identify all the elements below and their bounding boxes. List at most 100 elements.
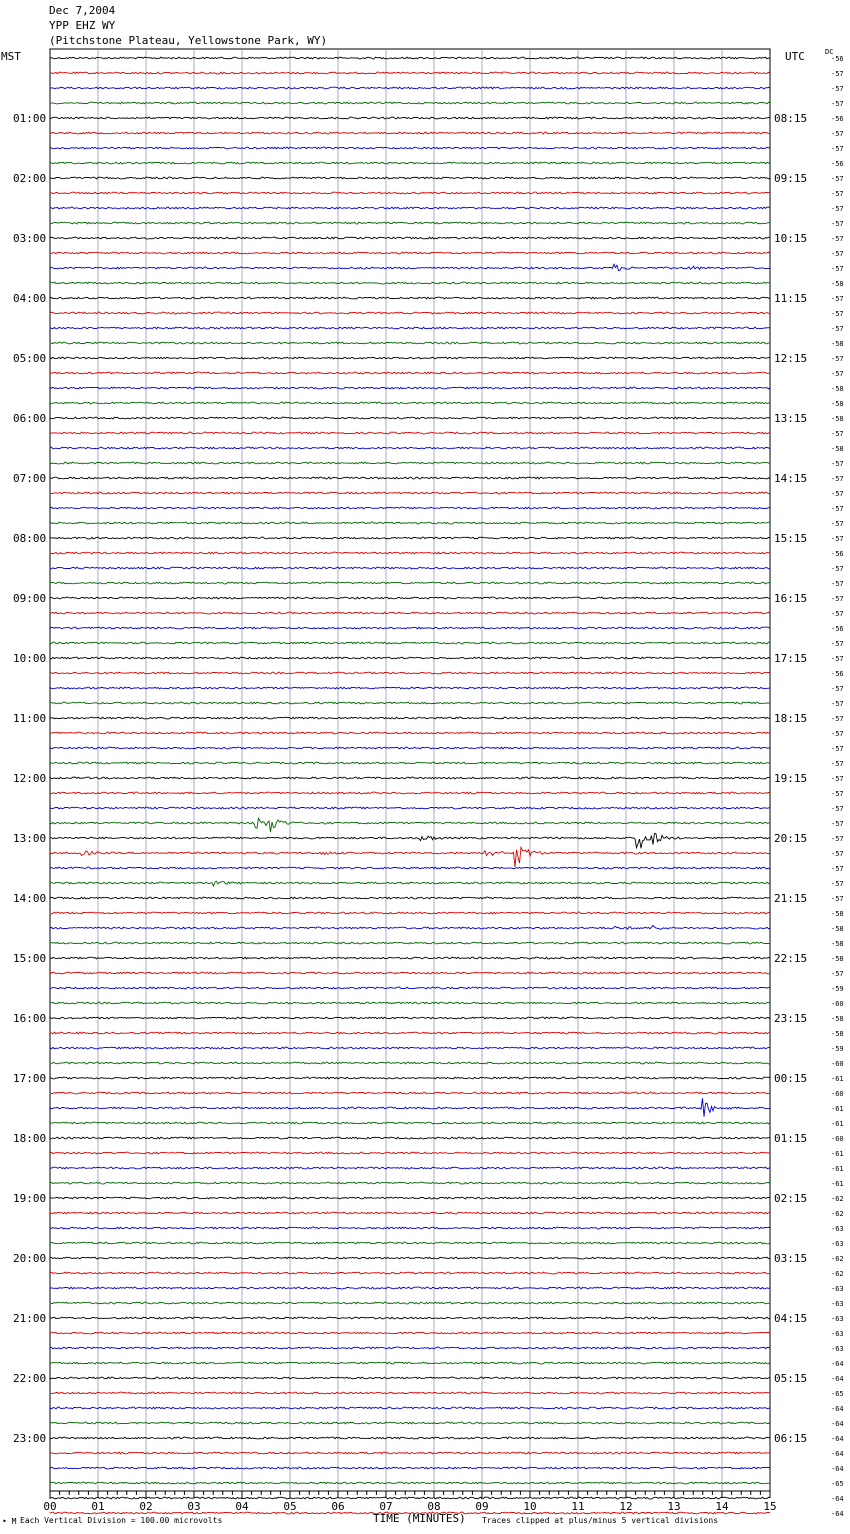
seismic-trace xyxy=(49,206,771,210)
dc-offset-label: -57 xyxy=(831,610,844,618)
seismic-trace xyxy=(49,221,771,225)
seismic-trace xyxy=(49,971,771,975)
dc-offset-label: -57 xyxy=(831,295,844,303)
seismic-trace xyxy=(49,341,771,345)
seismic-trace xyxy=(49,1376,771,1380)
dc-offset-label: -57 xyxy=(831,220,844,228)
right-hour-label: 13:15 xyxy=(774,412,807,425)
dc-offset-label: -57 xyxy=(831,640,844,648)
left-hour-label: 11:00 xyxy=(13,712,46,725)
seismic-trace xyxy=(49,56,771,60)
seismic-trace xyxy=(49,806,771,810)
dc-offset-label: -57 xyxy=(831,715,844,723)
seismic-trace xyxy=(49,924,771,931)
x-tick-label: 00 xyxy=(43,1500,56,1513)
dc-offset-label: -56 xyxy=(831,550,844,558)
dc-offset-label: -62 xyxy=(831,1270,844,1278)
seismic-trace xyxy=(49,1301,771,1305)
seismic-trace xyxy=(49,161,771,165)
dc-offset-label: -65 xyxy=(831,1390,844,1398)
seismic-trace xyxy=(49,116,771,120)
right-hour-label: 01:15 xyxy=(774,1132,807,1145)
left-timezone-label: MST xyxy=(1,50,21,63)
seismic-trace xyxy=(49,1181,771,1185)
seismic-trace xyxy=(49,1091,771,1095)
seismic-trace xyxy=(49,101,771,105)
seismic-trace xyxy=(49,131,771,135)
station-location: (Pitchstone Plateau, Yellowstone Park, W… xyxy=(49,34,328,47)
dc-offset-label: -57 xyxy=(831,880,844,888)
x-tick-label: 07 xyxy=(379,1500,392,1513)
dc-offset-label: -63 xyxy=(831,1345,844,1353)
seismic-trace xyxy=(49,911,771,915)
dc-offset-label: -64 xyxy=(831,1510,844,1518)
seismic-trace xyxy=(49,1496,771,1500)
x-tick-label: 12 xyxy=(619,1500,632,1513)
seismic-trace xyxy=(49,1346,771,1350)
dc-offset-label: -57 xyxy=(831,700,844,708)
dc-offset-label: -56 xyxy=(831,625,844,633)
seismic-trace xyxy=(49,1271,771,1275)
seismic-trace xyxy=(49,146,771,150)
dc-offset-label: -57 xyxy=(831,130,844,138)
seismic-trace xyxy=(49,832,771,850)
right-hour-label: 03:15 xyxy=(774,1252,807,1265)
x-tick-label: 06 xyxy=(331,1500,344,1513)
left-hour-label: 05:00 xyxy=(13,352,46,365)
x-tick-label: 13 xyxy=(667,1500,680,1513)
dc-offset-label: -62 xyxy=(831,1210,844,1218)
dc-offset-label: -57 xyxy=(831,235,844,243)
x-tick-label: 02 xyxy=(139,1500,152,1513)
x-tick-label: 09 xyxy=(475,1500,488,1513)
right-hour-label: 14:15 xyxy=(774,472,807,485)
seismic-trace xyxy=(49,791,771,795)
seismic-trace xyxy=(49,1001,771,1005)
seismic-trace xyxy=(49,701,771,705)
seismic-trace xyxy=(49,1481,770,1485)
dc-offset-label: -58 xyxy=(831,1030,844,1038)
seismic-trace xyxy=(49,1046,770,1050)
dc-offset-label: -57 xyxy=(831,70,844,78)
dc-offset-label: -62 xyxy=(831,1195,844,1203)
dc-offset-label: -63 xyxy=(831,1240,844,1248)
left-hour-label: 12:00 xyxy=(13,772,46,785)
dc-offset-label: -57 xyxy=(831,805,844,813)
dc-offset-label: -57 xyxy=(831,100,844,108)
seismic-trace xyxy=(49,461,771,465)
right-hour-label: 08:15 xyxy=(774,112,807,125)
dc-offset-label: -58 xyxy=(831,280,844,288)
dc-offset-label: -65 xyxy=(831,1480,844,1488)
dc-offset-label: -57 xyxy=(831,430,844,438)
dc-offset-label: -57 xyxy=(831,190,844,198)
dc-offset-label: -57 xyxy=(831,655,844,663)
seismic-trace xyxy=(49,611,771,615)
seismic-trace xyxy=(49,716,771,720)
dc-offset-label: -57 xyxy=(831,355,844,363)
seismic-trace xyxy=(49,251,771,255)
seismic-trace xyxy=(49,1256,771,1260)
right-hour-label: 02:15 xyxy=(774,1192,807,1205)
seismic-trace xyxy=(49,536,771,540)
seismic-trace xyxy=(49,263,771,272)
dc-offset-label: -56 xyxy=(831,55,844,63)
dc-offset-label: -57 xyxy=(831,730,844,738)
left-hour-label: 19:00 xyxy=(13,1192,46,1205)
left-hour-label: 10:00 xyxy=(13,652,46,665)
dc-offset-label: -60 xyxy=(831,1000,844,1008)
dc-offset-label: -56 xyxy=(831,160,844,168)
seismic-trace xyxy=(49,386,771,390)
left-hour-label: 04:00 xyxy=(13,292,46,305)
dc-offset-label: -57 xyxy=(831,460,844,468)
seismic-trace xyxy=(49,71,771,75)
seismic-trace xyxy=(49,1361,771,1365)
left-hour-label: 23:00 xyxy=(13,1432,46,1445)
seismic-trace xyxy=(49,866,771,870)
seismic-trace xyxy=(49,356,771,360)
dc-offset-label: -57 xyxy=(831,790,844,798)
left-hour-label: 16:00 xyxy=(13,1012,46,1025)
seismic-trace xyxy=(49,1016,771,1020)
dc-offset-label: -57 xyxy=(831,895,844,903)
seismic-trace xyxy=(49,476,771,480)
dc-offset-label: -57 xyxy=(831,820,844,828)
dc-offset-label: -58 xyxy=(831,940,844,948)
